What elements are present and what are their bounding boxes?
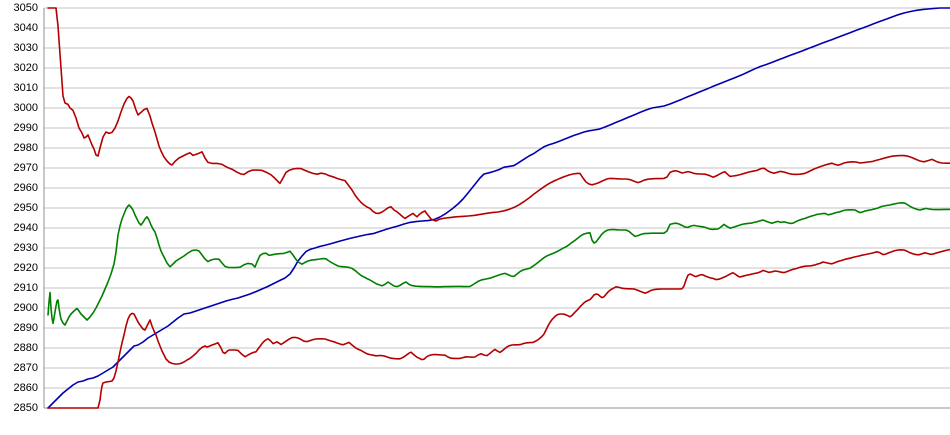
green-mid-line xyxy=(47,202,950,326)
y-tick-label: 3030 xyxy=(13,41,38,54)
y-tick-label: 2940 xyxy=(13,221,38,234)
y-tick-label: 2880 xyxy=(13,341,38,354)
y-tick-label: 2960 xyxy=(13,181,38,194)
y-tick-label: 2860 xyxy=(13,381,38,394)
y-tick-label: 2930 xyxy=(13,241,38,254)
y-tick-label: 2920 xyxy=(13,261,38,274)
y-tick-label: 3050 xyxy=(13,1,38,14)
y-tick-label: 3020 xyxy=(13,61,38,74)
y-axis-labels: 2850 2860 2870 2880 2890 2900 2910 2920 2930 2940… xyxy=(0,0,40,435)
y-tick-label: 3040 xyxy=(13,21,38,34)
y-tick-label: 2870 xyxy=(13,361,38,374)
y-tick-label: 2900 xyxy=(13,301,38,314)
y-tick-label: 2890 xyxy=(13,321,38,334)
red-upper-line xyxy=(47,7,950,222)
y-tick-label: 2950 xyxy=(13,201,38,214)
blue-line xyxy=(47,7,950,409)
y-tick-label: 2980 xyxy=(13,141,38,154)
y-tick-label: 3010 xyxy=(13,81,38,94)
y-tick-label: 2850 xyxy=(13,401,38,414)
red-lower-line xyxy=(47,248,950,409)
y-tick-label: 2990 xyxy=(13,121,38,134)
y-tick-label: 2970 xyxy=(13,161,38,174)
y-tick-label: 2910 xyxy=(13,281,38,294)
y-tick-label: 3000 xyxy=(13,101,38,114)
